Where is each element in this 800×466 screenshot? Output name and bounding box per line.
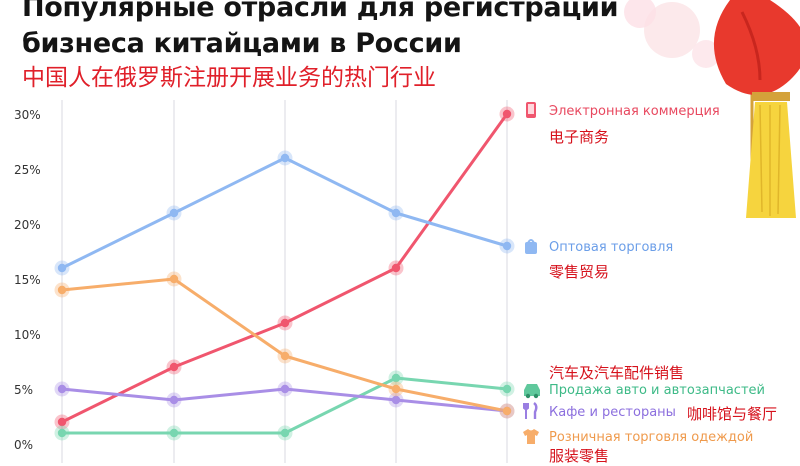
data-point-clothing bbox=[169, 274, 179, 284]
chart-title: Популярные отрасли для регистрации бизне… bbox=[22, 0, 619, 62]
legend-label-cafe-cn: 咖啡馆与餐厅 bbox=[687, 405, 778, 423]
data-point-auto bbox=[280, 428, 290, 438]
data-point-cafe bbox=[280, 384, 290, 394]
data-point-cafe bbox=[169, 395, 179, 405]
y-tick-label: 0% bbox=[14, 438, 33, 452]
data-point-wholesale bbox=[502, 241, 512, 251]
y-axis: 0% 5% 10% 15% 20% 25% 30% bbox=[14, 108, 41, 452]
legend-label-ecommerce-cn: 电子商务 bbox=[549, 128, 610, 146]
data-point-clothing bbox=[57, 285, 67, 295]
legend-label-ecommerce: Электронная коммерция bbox=[549, 104, 720, 119]
data-point-clothing bbox=[391, 384, 401, 394]
data-point-auto bbox=[169, 428, 179, 438]
legend-label-clothing-cn: 服装零售 bbox=[549, 447, 610, 465]
y-tick-label: 15% bbox=[14, 273, 41, 287]
data-point-ecommerce bbox=[169, 362, 179, 372]
data-point-wholesale bbox=[169, 208, 179, 218]
y-tick-label: 20% bbox=[14, 218, 41, 232]
data-point-ecommerce bbox=[57, 417, 67, 427]
legend-label-auto: Продажа авто и автозапчастей bbox=[549, 383, 765, 398]
data-point-clothing bbox=[502, 406, 512, 416]
fork-knife-icon bbox=[522, 402, 540, 420]
data-point-wholesale bbox=[57, 263, 67, 273]
y-tick-label: 10% bbox=[14, 328, 41, 342]
y-tick-label: 5% bbox=[14, 383, 33, 397]
data-point-clothing bbox=[280, 351, 290, 361]
data-point-wholesale bbox=[391, 208, 401, 218]
data-point-cafe bbox=[57, 384, 67, 394]
lantern-decoration-icon bbox=[624, 0, 800, 218]
y-tick-label: 30% bbox=[14, 108, 41, 122]
bag-icon bbox=[522, 237, 540, 255]
chart-subtitle-cn: 中国人在俄罗斯注册开展业务的热门行业 bbox=[22, 65, 436, 91]
data-point-cafe bbox=[391, 395, 401, 405]
data-point-auto bbox=[391, 373, 401, 383]
legend-label-wholesale: Оптовая торговля bbox=[549, 240, 674, 255]
chart-title-line2: бизнеса китайцами в России bbox=[22, 28, 462, 59]
data-point-ecommerce bbox=[280, 318, 290, 328]
data-point-auto bbox=[502, 384, 512, 394]
legend-label-clothing: Розничная торговля одеждой bbox=[549, 430, 754, 445]
data-point-ecommerce bbox=[391, 263, 401, 273]
legend-label-cafe: Кафе и рестораны bbox=[549, 405, 676, 420]
chart-series bbox=[54, 106, 515, 441]
legend-label-wholesale-cn: 零售贸易 bbox=[549, 263, 610, 281]
data-point-auto bbox=[57, 428, 67, 438]
legend-label-auto-cn: 汽车及汽车配件销售 bbox=[549, 364, 685, 382]
data-point-ecommerce bbox=[502, 109, 512, 119]
data-point-wholesale bbox=[280, 153, 290, 163]
chart-title-line1: Популярные отрасли для регистрации bbox=[22, 0, 619, 23]
y-tick-label: 25% bbox=[14, 163, 41, 177]
car-icon bbox=[522, 381, 540, 399]
shirt-icon bbox=[522, 427, 540, 445]
phone-icon bbox=[522, 101, 540, 119]
